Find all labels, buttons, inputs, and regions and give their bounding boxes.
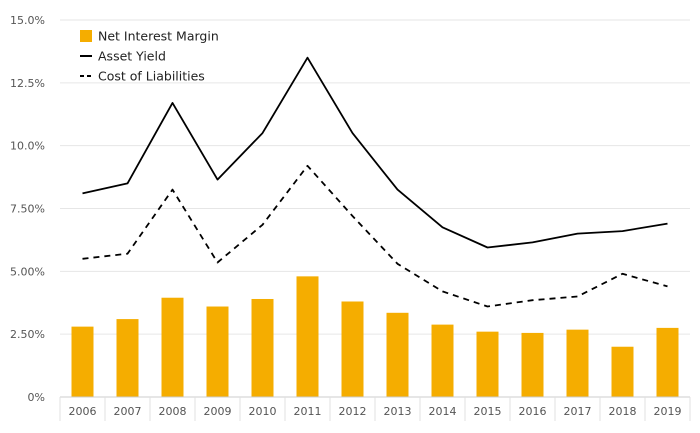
line-asset-yield bbox=[82, 56, 668, 249]
bar-net-interest-margin bbox=[161, 297, 184, 397]
legend-label: Net Interest Margin bbox=[98, 29, 219, 44]
line-cost-of-liabilities bbox=[82, 164, 668, 308]
bar-net-interest-margin bbox=[71, 326, 94, 397]
bar-net-interest-margin bbox=[476, 331, 499, 397]
axes: 0% 2.50% 5.00% 7.50% 10.0% 12.5% 15.0% 2006 2007… bbox=[10, 14, 691, 421]
y-tick-label: 5.00% bbox=[10, 265, 45, 278]
bar-net-interest-margin bbox=[386, 312, 409, 397]
bar-net-interest-margin bbox=[341, 301, 364, 397]
bar-net-interest-margin bbox=[656, 327, 679, 397]
y-tick-label: 7.50% bbox=[10, 203, 45, 216]
legend-label: Asset Yield bbox=[98, 49, 166, 64]
y-tick-label: 10.0% bbox=[10, 140, 45, 153]
x-tick-label: 2007 bbox=[114, 405, 142, 418]
x-tick-label: 2017 bbox=[564, 405, 592, 418]
x-tick-label: 2018 bbox=[609, 405, 637, 418]
x-tick-label: 2009 bbox=[204, 405, 232, 418]
bar-net-interest-margin bbox=[611, 346, 634, 397]
bar-series bbox=[71, 276, 679, 397]
x-tick-label: 2010 bbox=[249, 405, 277, 418]
legend-label: Cost of Liabilities bbox=[98, 69, 205, 84]
line-series bbox=[82, 56, 668, 308]
x-tick-label: 2015 bbox=[474, 405, 502, 418]
bar-net-interest-margin bbox=[431, 324, 454, 397]
x-tick-label: 2019 bbox=[654, 405, 682, 418]
x-tick-label: 2008 bbox=[159, 405, 187, 418]
y-tick-label: 15.0% bbox=[10, 14, 45, 27]
legend-swatch-bar bbox=[80, 30, 92, 42]
x-tick-label: 2014 bbox=[429, 405, 457, 418]
bar-net-interest-margin bbox=[296, 276, 319, 397]
legend: Net Interest Margin Asset Yield Cost of Li… bbox=[80, 29, 219, 84]
bar-net-interest-margin bbox=[116, 319, 139, 397]
bar-net-interest-margin bbox=[206, 306, 229, 397]
bar-net-interest-margin bbox=[251, 298, 274, 397]
y-tick-label: 2.50% bbox=[10, 328, 45, 341]
x-tick-label: 2016 bbox=[519, 405, 547, 418]
x-tick-label: 2006 bbox=[69, 405, 97, 418]
bar-net-interest-margin bbox=[566, 329, 589, 397]
y-tick-label: 0% bbox=[28, 391, 45, 404]
bar-net-interest-margin bbox=[521, 332, 544, 397]
y-tick-label: 12.5% bbox=[10, 77, 45, 90]
x-tick-label: 2013 bbox=[384, 405, 412, 418]
x-tick-label: 2011 bbox=[294, 405, 322, 418]
x-tick-label: 2012 bbox=[339, 405, 367, 418]
